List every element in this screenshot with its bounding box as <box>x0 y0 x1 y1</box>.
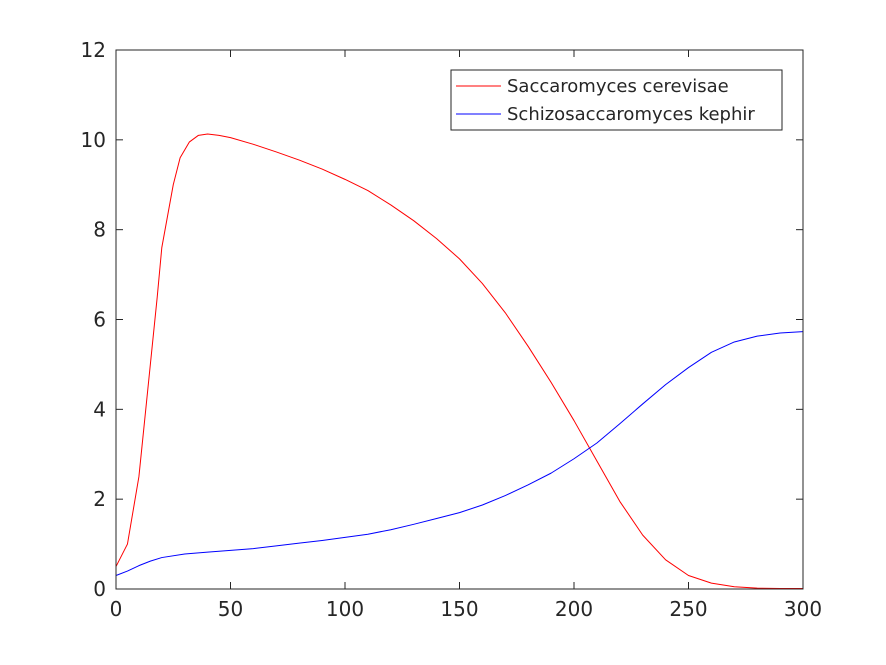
legend-label-1: Saccaromyces cerevisae <box>507 76 729 97</box>
y-tick-label: 2 <box>93 487 106 511</box>
x-tick-label: 250 <box>669 597 707 621</box>
axes-box <box>115 49 804 590</box>
series-line-1 <box>115 133 803 590</box>
y-tick-label: 12 <box>81 38 106 62</box>
y-tick-label: 4 <box>93 397 106 421</box>
legend-label-2: Schizosaccaromyces kephir <box>507 104 755 125</box>
series-line-2 <box>115 331 804 576</box>
series-lines <box>115 133 804 590</box>
x-tick-label: 150 <box>440 597 478 621</box>
legend: Saccaromyces cerevisae Schizosaccaromyces… <box>450 69 783 131</box>
y-tick-label: 8 <box>93 218 106 242</box>
x-tick-label: 0 <box>110 597 123 621</box>
y-tick-label: 10 <box>81 128 106 152</box>
plot-area <box>116 50 803 589</box>
x-tick-label: 300 <box>784 597 822 621</box>
x-tick-label: 100 <box>326 597 364 621</box>
axis-ticks: 0 50 100 150 200 250 300 0 2 4 6 8 10 12 <box>81 38 823 621</box>
legend-box <box>450 69 783 131</box>
x-tick-label: 200 <box>555 597 593 621</box>
x-tick-label: 50 <box>218 597 243 621</box>
y-tick-label: 0 <box>93 577 106 601</box>
y-tick-label: 6 <box>93 308 106 332</box>
